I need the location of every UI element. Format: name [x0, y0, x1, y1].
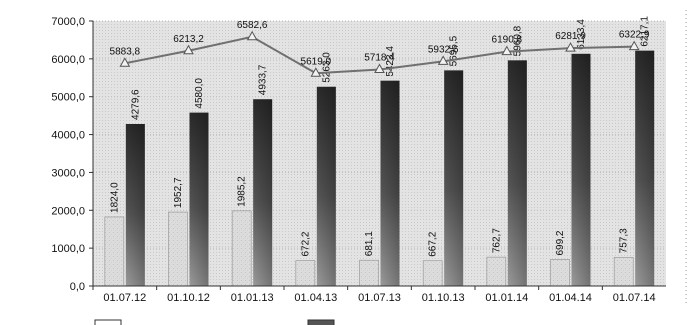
bar-light-label: 672,2	[300, 231, 311, 256]
legend-stub	[94, 319, 335, 325]
x-tick-label: 01.07.14	[613, 292, 656, 304]
line-label: 6322,9	[619, 30, 650, 41]
bar-light-label: 667,2	[428, 231, 439, 256]
bar-dark-label: 5960,8	[512, 25, 523, 56]
line-marker	[310, 67, 322, 77]
x-axis: 01.07.12 01.10.12 01.01.13 01.04.13 01.07.13…	[92, 285, 666, 304]
x-tick-label: 01.04.14	[549, 292, 592, 304]
bar-light	[422, 260, 443, 287]
bar-dark-shade	[380, 80, 400, 286]
bar-dark-shade	[125, 123, 145, 286]
line-marker	[565, 42, 576, 52]
bar-light-label: 681,1	[364, 231, 375, 256]
bar-light	[486, 256, 507, 287]
y-tick-label: 5000,0	[51, 92, 85, 104]
line-series: 5883,8 6213,2 6582,6 5619,0 5718,4 5932,6 6190…	[110, 20, 650, 77]
bar-dark-shade	[316, 86, 336, 286]
x-tick-label: 01.10.13	[422, 292, 465, 304]
x-tick-label: 01.10.12	[167, 292, 210, 304]
bar-light-label: 1824,0	[109, 182, 120, 213]
line-marker	[119, 57, 131, 67]
bar-light-label: 1952,7	[173, 177, 184, 208]
bar-light	[295, 260, 316, 287]
line-label: 6281,9	[555, 31, 586, 42]
bar-light	[231, 210, 252, 287]
x-tick-label: 01.07.13	[358, 292, 401, 304]
line-label: 5718,4	[364, 53, 395, 64]
bar-light-label: 699,2	[555, 230, 566, 255]
line-marker	[183, 44, 194, 55]
y-tick-label: 4000,0	[51, 130, 85, 142]
line-label: 6582,6	[237, 20, 268, 31]
line-marker	[437, 55, 449, 65]
bar-dark-label: 4933,7	[258, 64, 269, 95]
y-tick-label: 0,0	[70, 281, 85, 293]
line-label: 5619,0	[301, 56, 332, 67]
bar-dark-shade	[507, 60, 527, 287]
bar-light	[104, 216, 125, 287]
line-marker	[374, 63, 385, 74]
y-tick-label: 6000,0	[51, 54, 85, 66]
bar-dark-label: 5263,0	[321, 52, 332, 83]
bar-light-label: 757,3	[619, 228, 630, 253]
line-marker	[501, 45, 513, 56]
bar-dark-label: 6217,1	[640, 16, 651, 47]
bar-dark-label: 4580,0	[194, 78, 205, 109]
x-tick-label: 01.01.14	[485, 292, 528, 304]
x-tick-label: 01.01.13	[231, 292, 274, 304]
bar-light-label: 762,7	[491, 228, 502, 253]
bar-dark-shade	[571, 53, 591, 286]
bar-light-label: 1985,2	[237, 176, 248, 207]
bar-dark-label: 6133,4	[576, 19, 587, 50]
bar-dark-label: 4279,6	[130, 89, 141, 120]
bar-dark-shade	[189, 112, 209, 286]
x-tick-label: 01.07.12	[103, 292, 146, 304]
y-tick-label: 7000,0	[51, 16, 85, 28]
y-tick-label: 1000,0	[51, 243, 85, 255]
y-tick-label: 3000,0	[51, 167, 85, 179]
bar-light	[359, 259, 379, 287]
line-label: 5883,8	[110, 46, 141, 57]
bar-dark-shade	[635, 50, 655, 287]
y-axis: 0,0 1000,0 2000,0 3000,0 4000,0 5000,0 6000,0 7…	[51, 16, 94, 293]
bar-light	[168, 211, 188, 287]
bar-light	[550, 259, 570, 287]
line-marker	[246, 30, 258, 41]
bar-dark-label: 5423,4	[385, 46, 396, 77]
bar-light	[613, 257, 634, 287]
bar-dark-shade	[253, 99, 273, 286]
bars: 1824,0 4279,6 1952,7 4580,0 1985,2 4933,7 672,…	[104, 16, 655, 287]
x-tick-label: 01.04.13	[294, 292, 337, 304]
y-tick-label: 2000,0	[51, 205, 85, 217]
line-label: 6190,8	[492, 35, 523, 46]
line-label: 5932,6	[428, 44, 459, 55]
line-marker	[628, 40, 640, 51]
bar-dark-shade	[444, 70, 464, 286]
bar-dark-label: 5695,5	[449, 35, 460, 66]
line-label: 6213,2	[173, 34, 204, 45]
